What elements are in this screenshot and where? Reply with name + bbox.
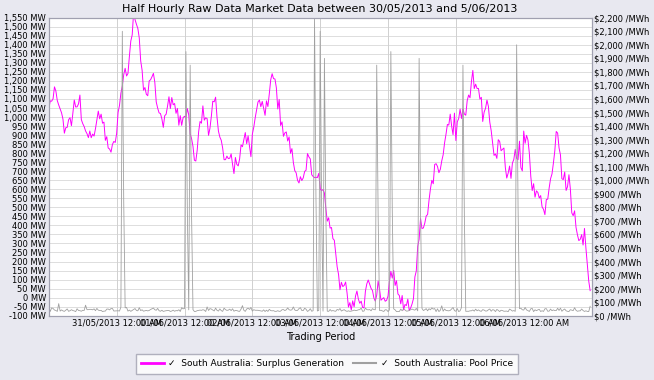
Title: Half Hourly Raw Data Market Data between 30/05/2013 and 5/06/2013: Half Hourly Raw Data Market Data between… <box>122 4 518 14</box>
Legend: ✓  South Australia: Surplus Generation, ✓  South Australia: Pool Price: ✓ South Australia: Surplus Generation, ✓… <box>136 354 518 374</box>
X-axis label: Trading Period: Trading Period <box>286 332 355 342</box>
